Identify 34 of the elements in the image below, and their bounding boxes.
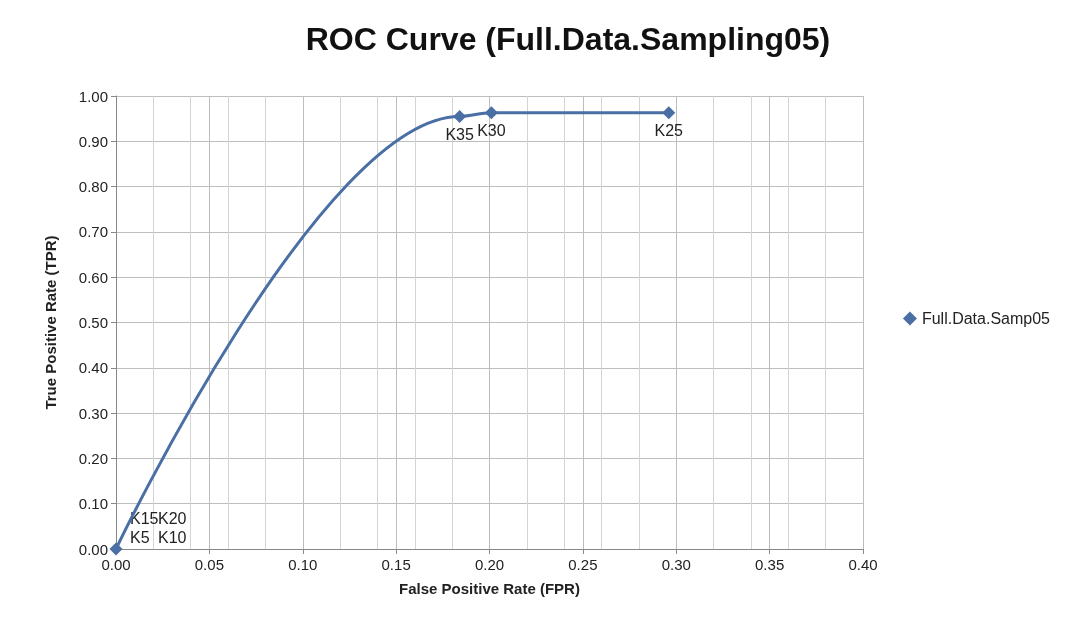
y-tick-label: 0.50 [78,314,108,331]
y-tick-label: 0.20 [78,449,108,467]
y-tick-label: 1.00 [78,87,108,105]
x-tick-label: 0.25 [568,556,598,573]
legend-label: Full.Data.Samp05 [921,310,1051,327]
x-tick-label: 0.05 [194,556,224,573]
x-tick-label: 0.30 [661,556,691,573]
y-tick-label: 0.60 [78,268,108,286]
annotation: K10 [158,528,187,546]
annotation: K20 [158,509,187,527]
y-tick-label: 0.70 [78,223,108,241]
x-tick-label: 0.00 [101,556,131,573]
point [484,106,498,120]
y-tick-label: 0.30 [78,404,108,422]
point [109,542,123,556]
y-axis-title: True Positive Rate (TPR) [42,235,59,410]
chart-title: ROC Curve (Full.Data.Sampling05) [305,21,831,57]
x-axis-title: False Positive Rate (FPR) [399,580,580,597]
point [662,106,676,120]
x-tick-label: 0.15 [381,556,411,573]
point [453,109,467,123]
annotation: K30 [477,122,506,140]
y-tick-label: 0.00 [78,540,108,558]
y-tick-label: 0.90 [78,132,108,150]
x-tick-label: 0.40 [848,556,878,573]
y-tick-label: 0.40 [78,359,108,377]
x-tick-label: 0.20 [474,556,505,573]
annotation: K5 [130,528,150,546]
annotation: K35 [445,125,474,143]
y-tick-label: 0.80 [78,178,108,196]
x-tick-label: 0.10 [288,556,318,573]
annotation: K25 [654,122,684,140]
y-tick-label: 0.10 [78,495,108,513]
x-tick-label: 0.35 [755,556,785,573]
